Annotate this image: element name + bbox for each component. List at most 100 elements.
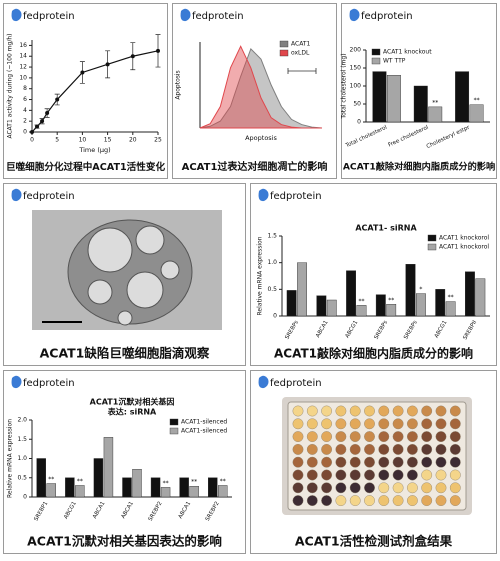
- brand-logo: fedprotein: [23, 378, 75, 389]
- significance-label: **: [220, 478, 226, 485]
- well: [406, 431, 418, 442]
- panel-caption: ACAT1沉默对相关基因表达的影响: [27, 534, 222, 549]
- x-tick-label: 5: [55, 137, 59, 144]
- brand-icon: [11, 375, 22, 389]
- legend-label: ACAT1 knockout: [383, 49, 432, 56]
- significance-label: **: [191, 479, 197, 486]
- well: [292, 443, 304, 455]
- well: [364, 418, 375, 430]
- well: [449, 495, 461, 506]
- significance-label: **: [48, 476, 54, 483]
- well: [449, 456, 461, 468]
- x-axis-label: Apoptosis: [245, 134, 277, 142]
- bar: [150, 477, 161, 498]
- well: [449, 418, 461, 430]
- well: [421, 469, 433, 481]
- well: [378, 469, 390, 481]
- well: [292, 482, 304, 494]
- well: [378, 456, 390, 468]
- bar: [469, 104, 484, 123]
- bar: [208, 477, 218, 498]
- significance-label: **: [448, 294, 454, 301]
- legend-label: ACAT1 knockorol: [439, 244, 489, 251]
- y-tick-label: 2: [23, 118, 27, 125]
- well: [378, 495, 390, 506]
- well: [449, 405, 461, 417]
- well: [349, 456, 361, 468]
- y-axis-label: Total cholesterol (mg): [341, 53, 348, 119]
- brand-logo: fedprotein: [23, 191, 75, 202]
- legend-swatch: [371, 48, 381, 56]
- bar: [36, 458, 46, 498]
- plate: [287, 401, 467, 511]
- significance-label: **: [77, 478, 83, 485]
- well: [449, 469, 461, 481]
- legend-swatch: [279, 40, 289, 48]
- x-tick-label: 0: [30, 137, 34, 144]
- data-point: [40, 119, 45, 124]
- bar: [93, 458, 104, 498]
- well: [335, 482, 347, 494]
- well: [378, 418, 390, 430]
- lipid-droplet: [87, 227, 133, 273]
- well: [392, 431, 404, 442]
- x-axis-label: Time (μg): [78, 146, 110, 154]
- bar: [326, 299, 337, 317]
- y-tick-label: 14: [19, 53, 27, 60]
- lipid-droplet: [87, 279, 113, 305]
- y-tick-label: 2.0: [17, 417, 27, 424]
- panel-caption: ACAT1敲除对细胞内脂质成分的影响: [343, 161, 495, 173]
- well: [406, 482, 418, 494]
- y-tick-label: 150: [350, 65, 362, 72]
- bar: [218, 485, 228, 498]
- legend-swatch: [169, 418, 179, 426]
- brand-icon: [180, 8, 191, 22]
- well: [321, 418, 332, 430]
- well: [421, 431, 433, 442]
- well: [406, 418, 418, 430]
- well: [392, 405, 404, 417]
- well: [435, 443, 447, 455]
- legend-label: ACAT1-silenced: [181, 428, 227, 435]
- well: [349, 431, 361, 442]
- bar: [375, 294, 386, 317]
- bar: [372, 71, 387, 123]
- y-axis-label: Relative mRNA expression: [257, 236, 264, 315]
- well: [335, 469, 347, 481]
- y-tick-label: 1.5: [267, 233, 277, 240]
- brand-icon: [349, 8, 360, 22]
- data-point: [30, 130, 34, 134]
- well: [349, 482, 361, 494]
- well: [421, 443, 433, 455]
- bar: [386, 74, 401, 123]
- bar: [132, 469, 142, 498]
- brand-icon: [11, 188, 22, 202]
- well: [435, 482, 447, 494]
- well: [292, 456, 304, 468]
- bar: [122, 477, 132, 498]
- well: [335, 443, 347, 455]
- well: [392, 495, 404, 506]
- significance-label: *: [419, 286, 422, 293]
- brand-icon: [258, 375, 269, 389]
- panel-frame: [3, 3, 168, 179]
- well: [421, 405, 433, 417]
- histogram-area: [199, 47, 323, 129]
- well: [349, 495, 361, 506]
- y-tick-label: 0: [357, 119, 361, 126]
- lipid-droplet: [117, 310, 133, 326]
- well: [349, 469, 361, 481]
- well: [364, 405, 375, 417]
- chart-subtitle: 表达: siRNA: [107, 407, 157, 417]
- brand-icon: [11, 8, 22, 22]
- data-point: [80, 70, 85, 75]
- well: [378, 431, 390, 442]
- well: [392, 418, 404, 430]
- well: [364, 431, 375, 442]
- legend-swatch: [371, 57, 381, 65]
- well: [321, 431, 332, 442]
- well: [335, 431, 347, 442]
- well: [449, 431, 461, 442]
- legend-label: ACAT1 knockorol: [439, 235, 489, 242]
